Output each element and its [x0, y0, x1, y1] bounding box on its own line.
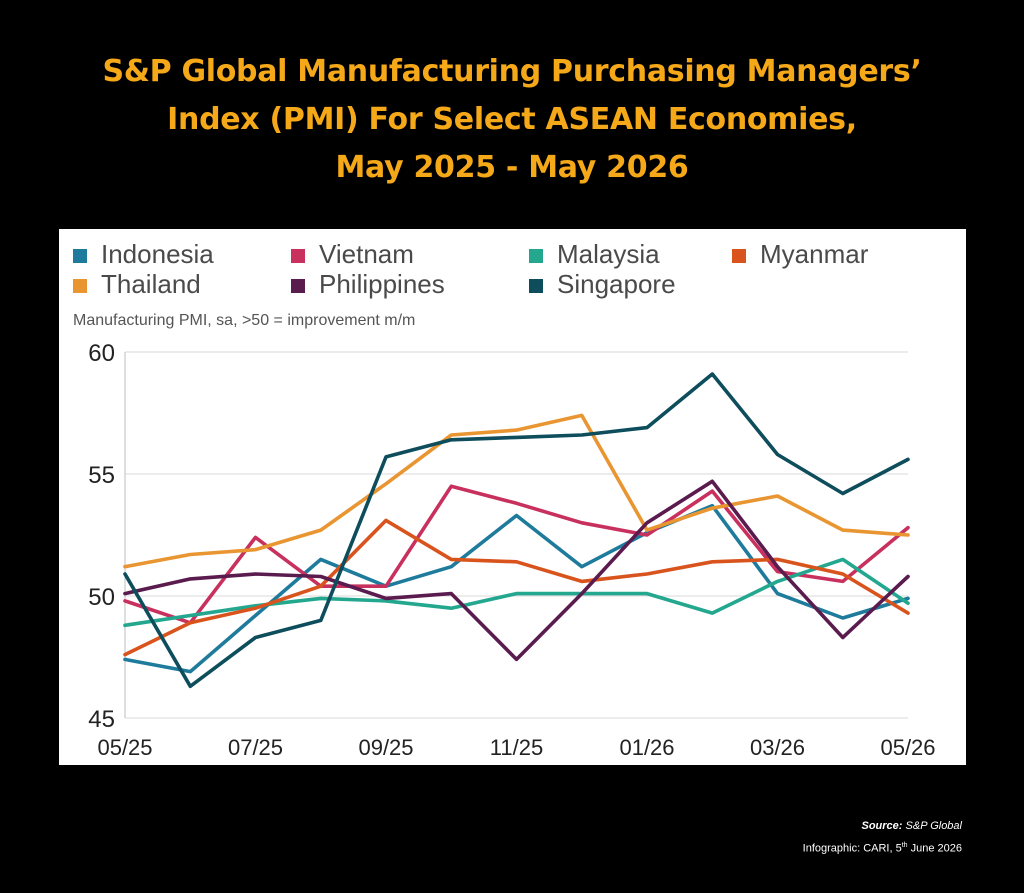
legend-label-myanmar: Myanmar	[760, 239, 869, 269]
legend-swatch-malaysia	[529, 249, 543, 263]
axes: 45 50 55 60 05/25 07/25 09/25 11/25 01/26 03/26 05…	[88, 340, 935, 760]
legend-swatch-philippines	[291, 279, 305, 293]
title-line-3: May 2025 - May 2026	[335, 150, 689, 185]
y-tick-60: 60	[88, 340, 115, 367]
x-tick-01-26: 01/26	[619, 735, 674, 760]
chart-subtitle: Manufacturing PMI, sa, >50 = improvement…	[73, 312, 415, 329]
series-line-indonesia	[123, 503, 910, 674]
legend-swatch-myanmar	[732, 249, 746, 263]
series-lines	[123, 372, 910, 689]
credit-suffix: June 2026	[907, 842, 962, 855]
credit-note: Infographic: CARI, 5th June 2026	[803, 842, 962, 855]
series-line-malaysia	[123, 557, 910, 628]
x-tick-09-25: 09/25	[358, 735, 413, 760]
source-note: Source: S&P Global	[862, 820, 963, 832]
y-tick-45: 45	[88, 706, 115, 733]
y-tick-50: 50	[88, 584, 115, 611]
chart-panel: Indonesia Vietnam Malaysia Myanmar Thailand P…	[59, 229, 966, 765]
x-tick-03-26: 03/26	[750, 735, 805, 760]
legend-swatch-vietnam	[291, 249, 305, 263]
legend-swatch-thailand	[73, 279, 87, 293]
legend-label-vietnam: Vietnam	[319, 239, 414, 269]
x-tick-05-26: 05/26	[880, 735, 935, 760]
series-line-vietnam	[123, 484, 910, 625]
legend-label-thailand: Thailand	[101, 269, 201, 299]
chart-title: S&P Global Manufacturing Purchasing Mana…	[0, 48, 1024, 192]
line-chart: Indonesia Vietnam Malaysia Myanmar Thailand P…	[73, 239, 936, 760]
title-line-2: Index (PMI) For Select ASEAN Economies,	[167, 102, 857, 137]
x-tick-07-25: 07/25	[228, 735, 283, 760]
series-line-philippines	[123, 479, 910, 662]
grid	[125, 351, 908, 719]
legend-swatch-indonesia	[73, 249, 87, 263]
credit-prefix: Infographic: CARI, 5	[802, 842, 902, 855]
credit-sup: th	[901, 842, 908, 849]
legend-label-philippines: Philippines	[319, 269, 445, 299]
series-line-myanmar	[123, 518, 910, 657]
legend-label-singapore: Singapore	[557, 269, 676, 299]
y-tick-55: 55	[88, 462, 115, 489]
legend-label-indonesia: Indonesia	[101, 239, 214, 269]
source-value: S&P Global	[905, 820, 962, 832]
x-tick-05-25: 05/25	[97, 735, 152, 760]
x-tick-11-25: 11/25	[490, 735, 543, 760]
series-line-thailand	[123, 413, 910, 569]
series-line-singapore	[123, 372, 910, 689]
legend-swatch-singapore	[529, 279, 543, 293]
legend: Indonesia Vietnam Malaysia Myanmar Thailand P…	[73, 239, 869, 299]
legend-label-malaysia: Malaysia	[557, 239, 660, 269]
title-line-1: S&P Global Manufacturing Purchasing Mana…	[102, 54, 922, 89]
source-label: Source:	[861, 820, 903, 832]
